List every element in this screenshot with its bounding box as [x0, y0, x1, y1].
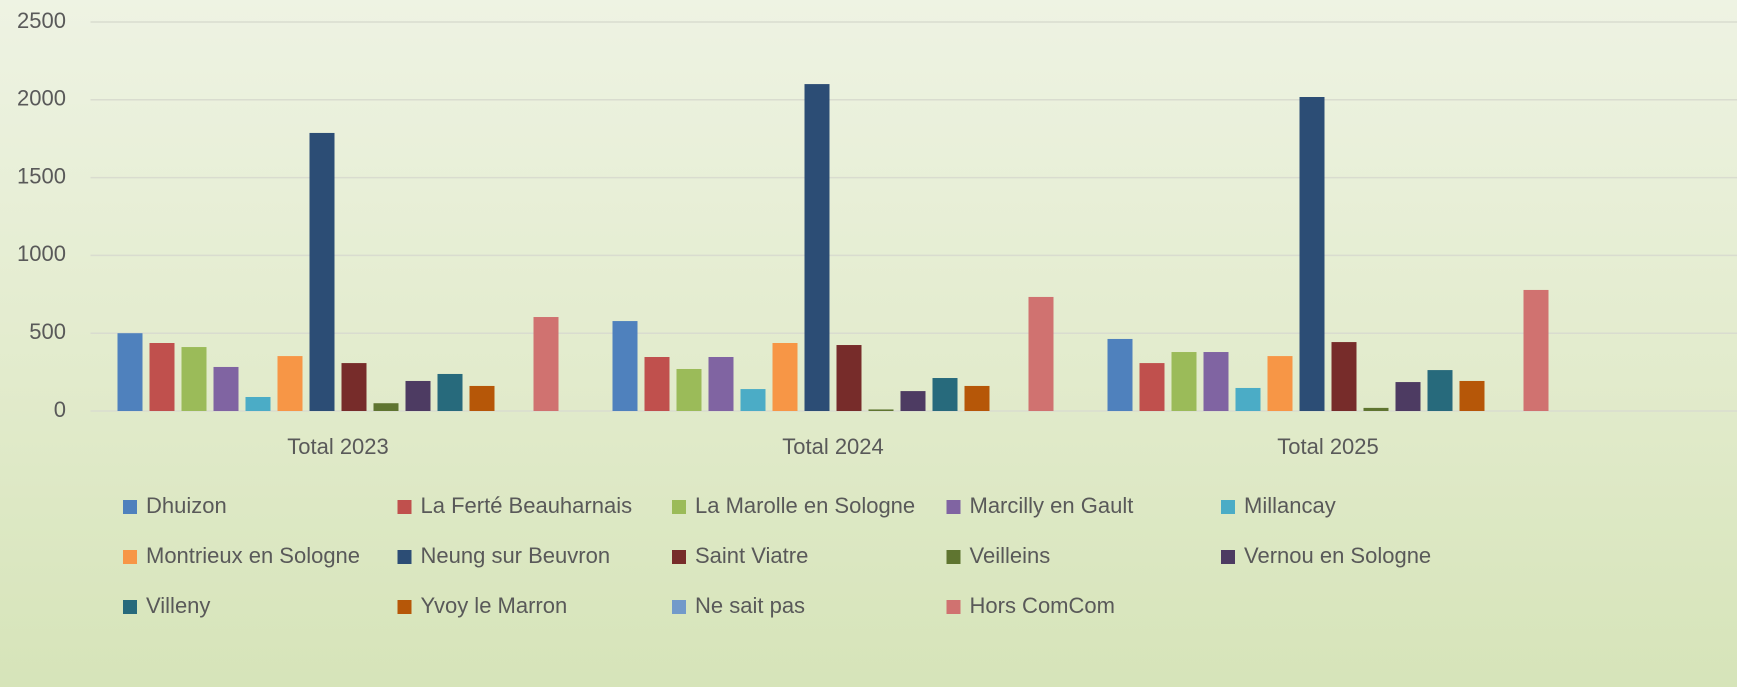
bar [1299, 96, 1325, 411]
bar [213, 366, 239, 411]
bar [1139, 363, 1165, 411]
legend-label: Ne sait pas [695, 593, 805, 618]
bar [117, 333, 143, 411]
legend-label: Villeny [146, 593, 210, 618]
bar [1459, 380, 1485, 411]
legend-label: Montrieux en Sologne [146, 543, 360, 568]
bar [804, 84, 830, 411]
legend-label: Dhuizon [146, 493, 227, 518]
y-tick-label: 2000 [17, 86, 66, 111]
bar [1523, 289, 1549, 411]
bar [277, 356, 303, 411]
legend-swatch [397, 600, 412, 614]
bar [437, 373, 463, 411]
bar [149, 343, 175, 411]
x-tick-label: Total 2024 [782, 434, 884, 459]
bar [1395, 382, 1421, 411]
legend-swatch [946, 550, 961, 564]
bar [900, 391, 926, 411]
bar [740, 389, 766, 411]
bar [341, 363, 367, 411]
legend-swatch [672, 600, 686, 614]
bar [708, 357, 734, 411]
y-tick-label: 0 [54, 397, 66, 422]
bar [964, 385, 990, 411]
legend-label: Saint Viatre [695, 543, 808, 568]
legend-swatch [123, 550, 137, 564]
legend-swatch [946, 500, 961, 514]
y-tick-label: 500 [29, 319, 66, 344]
legend-label: La Marolle en Sologne [695, 493, 915, 518]
legend-swatch [397, 500, 412, 514]
bar [1028, 296, 1054, 411]
legend-label: Marcilly en Gault [970, 493, 1134, 518]
bar [1267, 356, 1293, 411]
x-tick-label: Total 2023 [287, 434, 389, 459]
legend-swatch [397, 550, 412, 564]
bar [612, 321, 638, 411]
legend-label: Yvoy le Marron [421, 593, 568, 618]
bar [932, 378, 958, 411]
bar [1171, 352, 1197, 411]
bar [1363, 407, 1389, 411]
bar [533, 317, 559, 411]
legend-label: Vernou en Sologne [1244, 543, 1431, 568]
bar [868, 409, 894, 411]
legend-swatch [123, 600, 137, 614]
bar [1203, 352, 1229, 411]
legend-swatch [946, 600, 961, 614]
bar [245, 396, 271, 411]
legend-label: La Ferté Beauharnais [421, 493, 633, 518]
bar [772, 343, 798, 411]
bar [1331, 342, 1357, 411]
bar [836, 345, 862, 411]
legend-swatch [672, 550, 686, 564]
legend-swatch [1221, 550, 1235, 564]
legend-label: Hors ComCom [970, 593, 1115, 618]
legend-label: Neung sur Beuvron [421, 543, 611, 568]
legend-label: Veilleins [970, 543, 1051, 568]
bar [644, 357, 670, 411]
bar [469, 385, 495, 411]
legend-swatch [1221, 500, 1235, 514]
bar [1107, 338, 1133, 411]
bar [1235, 387, 1261, 411]
bar [405, 380, 431, 411]
y-tick-label: 1000 [17, 241, 66, 266]
legend-swatch [672, 500, 686, 514]
bar [373, 403, 399, 411]
legend-label: Millancay [1244, 493, 1336, 518]
bar [1427, 370, 1453, 411]
bar [309, 132, 335, 411]
bar [676, 368, 702, 411]
x-tick-label: Total 2025 [1277, 434, 1379, 459]
y-tick-label: 1500 [17, 163, 66, 188]
legend-swatch [123, 500, 137, 514]
bar [181, 347, 207, 411]
y-tick-label: 2500 [17, 8, 66, 33]
